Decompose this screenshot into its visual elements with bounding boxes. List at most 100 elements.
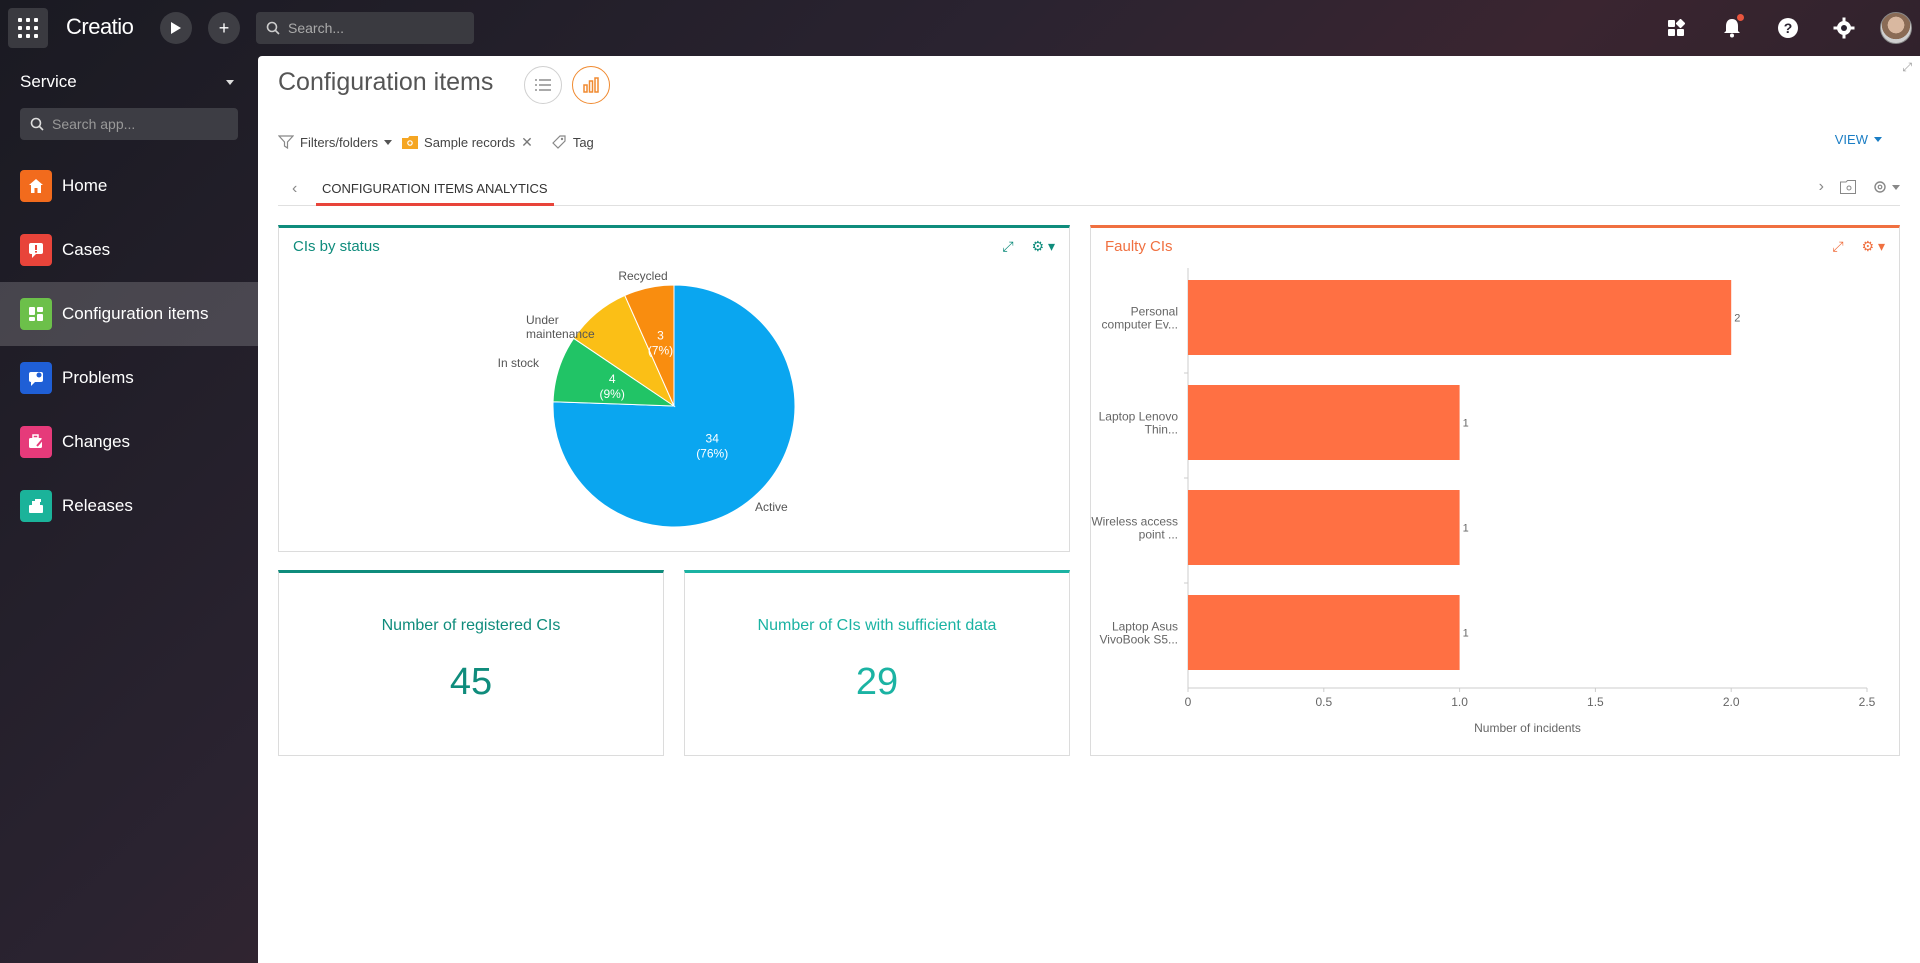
play-icon xyxy=(171,22,181,34)
plus-icon: + xyxy=(218,17,230,38)
chevron-down-icon xyxy=(1874,137,1882,142)
widget-title: CIs by status xyxy=(293,238,380,255)
category-label: VivoBook S5... xyxy=(1100,633,1179,647)
sidebar: Service Search app... Home Cases Configu… xyxy=(0,56,258,963)
maximize-icon[interactable]: ⤢ xyxy=(1002,238,1014,254)
analytics-view-button[interactable] xyxy=(572,66,610,104)
kpi-value: 45 xyxy=(449,661,493,703)
page-title: Configuration items xyxy=(278,68,494,96)
pie-category-label: Active xyxy=(755,500,788,514)
app-search-placeholder: Search app... xyxy=(52,116,136,132)
cases-icon xyxy=(20,234,52,266)
sidebar-item-label: Configuration items xyxy=(62,304,209,323)
folder-settings-icon[interactable] xyxy=(1840,180,1856,194)
x-tick-label: 0.5 xyxy=(1315,695,1332,709)
bar xyxy=(1188,490,1460,565)
sidebar-item-releases[interactable]: Releases xyxy=(0,474,258,538)
sidebar-item-changes[interactable]: Changes xyxy=(0,410,258,474)
filters-folders-dropdown[interactable]: Filters/folders xyxy=(278,134,393,150)
x-tick-label: 1.0 xyxy=(1451,695,1468,709)
sidebar-item-cases[interactable]: Cases xyxy=(0,218,258,282)
view-label: VIEW xyxy=(1834,132,1868,147)
chevron-left-icon[interactable]: ‹ xyxy=(292,180,298,197)
settings-gear-icon[interactable] xyxy=(1830,14,1858,42)
pie-value-label: 34 xyxy=(706,432,720,446)
filter-bar: Filters/folders Sample records ✕ Tag xyxy=(278,130,594,154)
sidebar-item-configuration-items[interactable]: Configuration items xyxy=(0,282,258,346)
tab-tools: › xyxy=(1819,178,1900,196)
widget-cis-by-status: CIs by status ⤢ ⚙ ▾ 34 (76%) Active 4 (9%) In… xyxy=(278,225,1070,552)
category-label: point ... xyxy=(1139,528,1178,542)
releases-icon xyxy=(20,490,52,522)
dashboard-icon[interactable] xyxy=(1662,14,1690,42)
x-tick-label: 1.5 xyxy=(1587,695,1604,709)
filter-icon xyxy=(278,135,294,149)
widget-registered-cis: Number of registered CIs 45 xyxy=(278,570,664,756)
run-process-button[interactable] xyxy=(160,12,192,44)
widget-title: Faulty CIs xyxy=(1105,238,1173,255)
bar xyxy=(1188,280,1732,355)
pie-category-label: Under xyxy=(526,313,559,327)
add-button[interactable]: + xyxy=(208,12,240,44)
pie-chart: 34(76%) Active 4(9%) In stock Undermaintenan… xyxy=(498,269,796,528)
category-label: Thin... xyxy=(1145,423,1178,437)
bar-chart-icon xyxy=(583,77,599,93)
app-launcher-button[interactable] xyxy=(8,8,48,48)
list-view-button[interactable] xyxy=(524,66,562,104)
dashboard-settings-gear-icon[interactable] xyxy=(1872,179,1900,195)
pie-value-label: 3 xyxy=(657,328,664,342)
tag-filter[interactable]: Tag xyxy=(551,134,594,150)
pie-category-label: maintenance xyxy=(526,327,595,341)
creatio-logo: Creatio xyxy=(66,14,134,39)
x-tick-label: 2.0 xyxy=(1723,695,1740,709)
sidebar-item-label: Changes xyxy=(62,432,131,451)
sidebar-item-problems[interactable]: Problems xyxy=(0,346,258,410)
bar xyxy=(1188,595,1460,670)
x-axis-title: Number of incidents xyxy=(1474,721,1581,735)
category-label: computer Ev... xyxy=(1102,318,1178,332)
top-bar: Creatio + Search... ? xyxy=(0,0,1920,56)
pie-category-label: In stock xyxy=(498,356,540,370)
global-search-input[interactable]: Search... xyxy=(256,12,474,44)
kpi-value: 29 xyxy=(855,661,899,703)
bar xyxy=(1188,385,1460,460)
close-icon[interactable]: ✕ xyxy=(521,133,533,150)
maximize-icon[interactable]: ⤢ xyxy=(1832,238,1844,254)
widget-faulty-cis: Faulty CIs ⤢ ⚙ ▾ 2 Personal computer Ev...… xyxy=(1090,225,1900,756)
widget-sufficient-data-cis: Number of CIs with sufficient data 29 xyxy=(684,570,1070,756)
changes-icon xyxy=(20,426,52,458)
bar-value-label: 1 xyxy=(1463,523,1469,535)
sidebar-item-label: Problems xyxy=(62,368,134,387)
app-search-input[interactable]: Search app... xyxy=(20,108,238,140)
expand-icon[interactable]: ⤢ xyxy=(1902,60,1912,74)
configuration-items-icon xyxy=(20,298,52,330)
grid-icon xyxy=(18,18,38,38)
list-icon xyxy=(535,79,551,91)
workspace-name[interactable]: Service xyxy=(20,72,77,91)
x-tick-label: 2.5 xyxy=(1859,695,1876,709)
widget-settings-gear-icon[interactable]: ⚙ ▾ xyxy=(1861,238,1885,254)
category-label: Laptop Lenovo xyxy=(1099,410,1179,424)
problems-icon xyxy=(20,362,52,394)
filters-folders-label: Filters/folders xyxy=(300,134,379,150)
widget-settings-gear-icon[interactable]: ⚙ ▾ xyxy=(1031,238,1055,254)
sample-records-filter[interactable]: Sample records ✕ xyxy=(402,134,533,151)
tag-label: Tag xyxy=(572,134,594,150)
chevron-right-icon[interactable]: › xyxy=(1818,178,1824,195)
user-avatar[interactable] xyxy=(1880,12,1912,44)
tag-icon xyxy=(551,135,566,149)
bar-value-label: 1 xyxy=(1463,418,1469,430)
chevron-down-icon xyxy=(384,139,393,145)
dashboard-tab-bar: ‹ CONFIGURATION ITEMS ANALYTICS › xyxy=(278,174,1900,206)
sidebar-item-home[interactable]: Home xyxy=(0,154,258,218)
svg-text:?: ? xyxy=(1784,20,1793,36)
view-dropdown-button[interactable]: VIEW xyxy=(1835,132,1882,147)
chevron-down-icon[interactable] xyxy=(226,80,234,85)
sample-records-label: Sample records xyxy=(424,134,516,150)
global-search-placeholder: Search... xyxy=(288,20,345,36)
pie-category-label: Recycled xyxy=(618,269,667,283)
tab-configuration-items-analytics[interactable]: CONFIGURATION ITEMS ANALYTICS xyxy=(316,174,554,206)
notifications-bell-icon[interactable] xyxy=(1718,14,1746,42)
help-icon[interactable]: ? xyxy=(1774,14,1802,42)
